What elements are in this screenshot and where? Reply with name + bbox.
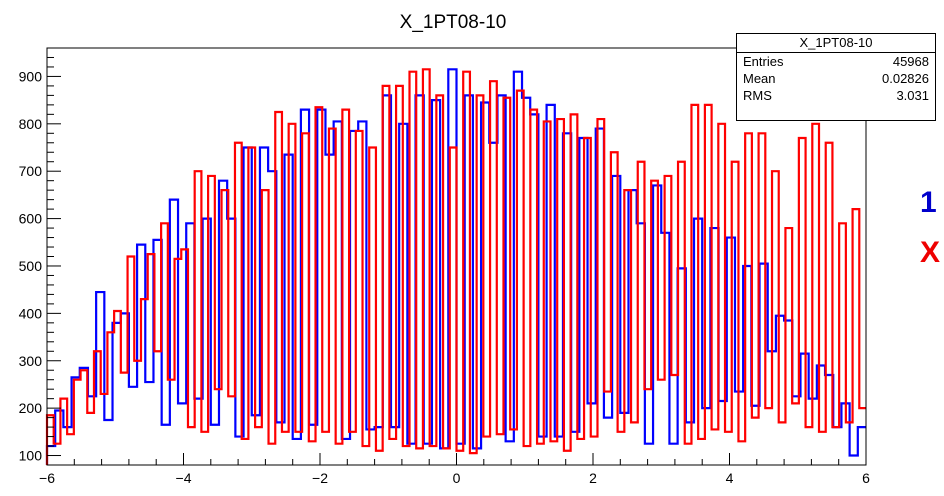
y-tick-label: 500 bbox=[19, 258, 43, 274]
y-tick-label: 900 bbox=[19, 68, 43, 84]
x-tick-label: 6 bbox=[862, 470, 870, 486]
x-tick-label: −4 bbox=[176, 470, 192, 486]
y-tick-label: 100 bbox=[19, 448, 43, 464]
stats-label: Mean bbox=[743, 71, 776, 86]
x-tick-label: 2 bbox=[589, 470, 597, 486]
y-tick-label: 600 bbox=[19, 211, 43, 227]
stats-label: Entries bbox=[743, 54, 784, 69]
stats-value: 0.02826 bbox=[882, 71, 929, 86]
axes: −6 −4 −2 0 2 4 6 100 200 300 400 500 600 700 800 900 bbox=[19, 47, 870, 486]
x-tick-label: −2 bbox=[312, 470, 328, 486]
side-label-red: X bbox=[920, 236, 941, 269]
y-tick-label: 400 bbox=[19, 305, 43, 321]
histogram-series-1 bbox=[45, 68, 866, 465]
stats-value: 45968 bbox=[892, 54, 929, 69]
y-tick-label: 200 bbox=[19, 400, 43, 416]
x-tick-label: 4 bbox=[726, 470, 734, 486]
plot-area bbox=[45, 68, 866, 465]
stats-box-title: X_1PT08-10 bbox=[737, 34, 935, 53]
y-tick-label: 300 bbox=[19, 353, 43, 369]
y-tick-label: 700 bbox=[19, 163, 43, 179]
stats-label: RMS bbox=[743, 88, 772, 103]
x-tick-label: −6 bbox=[39, 470, 55, 486]
x-tick-label: 0 bbox=[453, 470, 461, 486]
stats-box: X_1PT08-10 Entries 45968 Mean 0.02826 RM… bbox=[736, 33, 936, 121]
side-label-blue: 1 bbox=[920, 186, 937, 219]
stats-row-rms: RMS 3.031 bbox=[737, 87, 935, 104]
histogram-series-2 bbox=[45, 68, 866, 465]
y-tick-label: 800 bbox=[19, 116, 43, 132]
stats-value: 3.031 bbox=[896, 88, 929, 103]
chart-title: X_1PT08-10 bbox=[400, 12, 507, 33]
stats-row-entries: Entries 45968 bbox=[737, 53, 935, 70]
stats-row-mean: Mean 0.02826 bbox=[737, 70, 935, 87]
